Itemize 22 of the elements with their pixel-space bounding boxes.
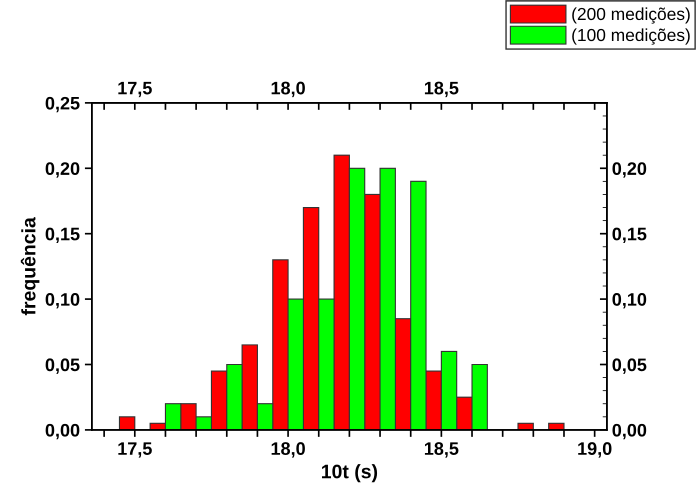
x-tick-label: 18,0 [272,442,305,458]
y-axis-title: frequência [20,217,40,316]
legend-label: (200 medições) [572,7,690,24]
y-tick-label: 0,25 [46,96,80,112]
y-tick-label: 0,10 [46,293,80,308]
x-tick-label: 18,5 [424,442,458,458]
y2-tick-label: 0,15 [612,228,646,244]
y2-tick-label: 0,05 [612,358,646,374]
y-tick-label: 0,15 [46,228,80,244]
x2-tick-label: 18,0 [272,82,305,98]
x-tick-label: 17,5 [118,442,152,458]
y2-tick-label: 0,00 [612,424,646,440]
legend-label: (100 medições) [572,28,690,45]
y2-tick-label: 0,10 [612,293,646,308]
x2-tick-label: 18,5 [424,82,458,98]
x2-tick-label: 17,5 [118,82,152,98]
y-tick-label: 0,05 [46,358,80,374]
x-tick-label: 19,0 [578,442,612,458]
x-axis-title: 10t (s) [322,464,378,482]
y-tick-label: 0,20 [46,162,80,178]
y-tick-label: 0,00 [46,424,80,440]
y2-tick-label: 0,20 [612,162,646,178]
